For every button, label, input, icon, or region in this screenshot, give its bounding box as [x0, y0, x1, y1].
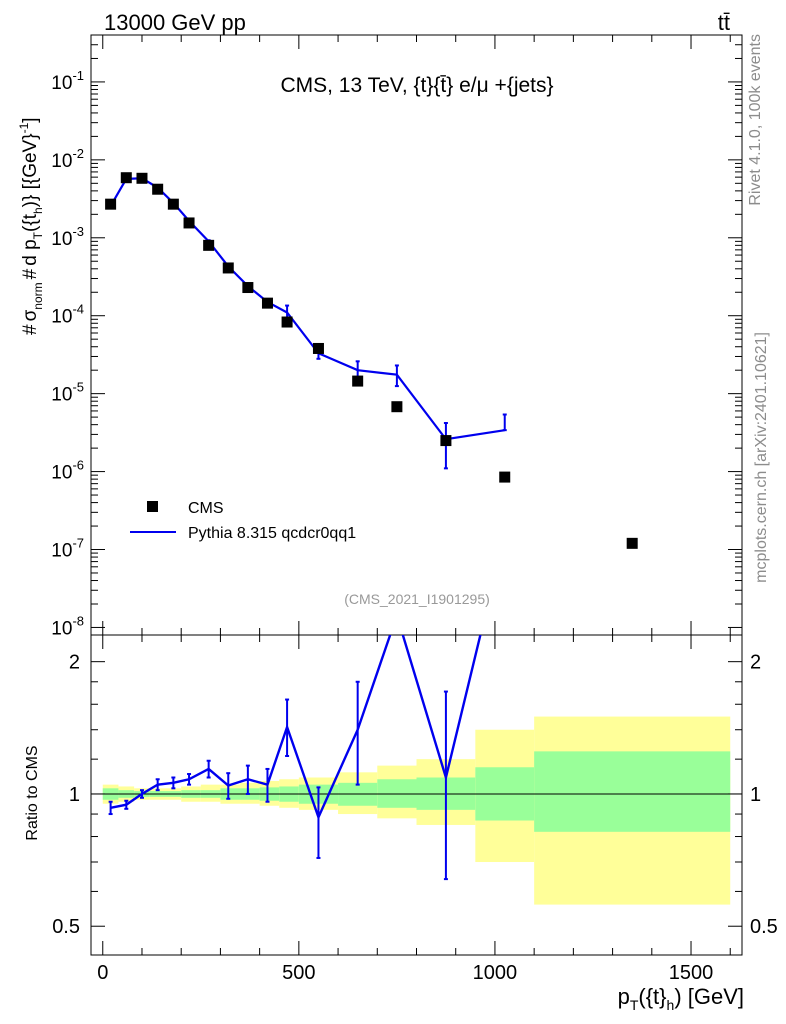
legend-label-cms: CMS	[188, 500, 224, 517]
main-title: CMS, 13 TeV, {t}{t̄} e/μ +{jets}	[280, 74, 553, 97]
cms-point	[281, 316, 293, 328]
svg-text:#σnorm#d pT({th)} [{GeV}-1]: #σnorm#d pT({th)} [{GeV}-1]	[17, 117, 45, 335]
uncertainty-band-green	[534, 751, 731, 832]
ratio-y-tick-label: 2	[69, 652, 80, 674]
analysis-id: (CMS_2021_I1901295)	[344, 591, 490, 607]
main-series	[105, 172, 638, 549]
main-frame	[90, 34, 743, 636]
cms-point	[105, 198, 117, 210]
x-tick-label: 0	[97, 962, 108, 984]
ratio-y-tick-label-right: 1	[750, 784, 761, 806]
cms-point	[120, 172, 132, 184]
cms-point	[203, 239, 215, 251]
main-ylabel: #σnorm#d pT({th)} [{GeV}-1]	[17, 117, 45, 335]
beam-label: 13000 GeV pp	[104, 10, 246, 35]
y-tick-label: 10-3	[51, 224, 84, 250]
ratio-y-tick-label: 1	[69, 784, 80, 806]
cms-point	[222, 262, 234, 274]
x-tick-label: 1500	[669, 962, 714, 984]
process-label: tt̄	[718, 10, 730, 35]
cms-point	[167, 198, 179, 210]
x-tick-label: 500	[282, 962, 315, 984]
mcplots-label: mcplots.cern.ch [arXiv:2401.10621]	[753, 332, 770, 583]
y-tick-label: 10-4	[51, 302, 84, 328]
legend: CMS Pythia 8.315 qcdcr0qq1	[130, 500, 356, 542]
cms-point	[440, 435, 452, 447]
y-tick-label: 10-7	[51, 536, 84, 562]
ratio-ylabel: Ratio to CMS	[24, 745, 41, 840]
legend-marker-cms	[147, 501, 158, 512]
legend-label-pythia: Pythia 8.315 qcdcr0qq1	[188, 525, 356, 542]
cms-point	[261, 297, 273, 309]
ratio-bands	[91, 716, 742, 905]
cms-point	[352, 375, 364, 387]
y-tick-label: 10-6	[51, 458, 84, 484]
cms-point	[183, 217, 195, 229]
cms-point	[391, 401, 403, 413]
cms-point	[312, 342, 324, 354]
main-ticks: 10-8 10-7 10-6 10-5 10-4 10-3 10-2 10-1	[51, 34, 742, 639]
svg-text:pT({t}h) [GeV]: pT({t}h) [GeV]	[618, 984, 744, 1013]
main-panel: 10-8 10-7 10-6 10-5 10-4 10-3 10-2 10-1 CMS, 13…	[17, 34, 743, 639]
ratio-y-tick-label-right: 0.5	[750, 916, 778, 938]
ratio-series-group	[108, 635, 482, 881]
y-tick-label: 10-1	[51, 68, 84, 94]
xlabel: pT({t}h) [GeV]	[618, 984, 744, 1013]
x-tick-label: 1000	[473, 962, 518, 984]
ratio-y-tick-label-right: 2	[750, 652, 761, 674]
y-tick-label: 10-8	[51, 613, 84, 639]
y-tick-label: 10-2	[51, 146, 84, 172]
ratio-ticks: 0.5 0.5 1 1 2 2 0 500 1000 1500	[52, 635, 778, 984]
cms-point	[152, 183, 164, 195]
ratio-line	[110, 635, 482, 821]
ratio-panel: 0.5 0.5 1 1 2 2 0 500 1000 1500 Ratio to CMS	[24, 634, 778, 984]
rivet-label: Rivet 4.1.0, 100k events	[747, 34, 764, 206]
cms-point	[626, 537, 638, 549]
pythia-line	[109, 177, 505, 441]
cms-point	[242, 282, 254, 294]
cms-point	[136, 172, 148, 184]
cms-point	[499, 471, 511, 483]
y-tick-label: 10-5	[51, 380, 84, 406]
ratio-y-tick-label: 0.5	[52, 916, 80, 938]
ratio-series	[108, 635, 482, 881]
